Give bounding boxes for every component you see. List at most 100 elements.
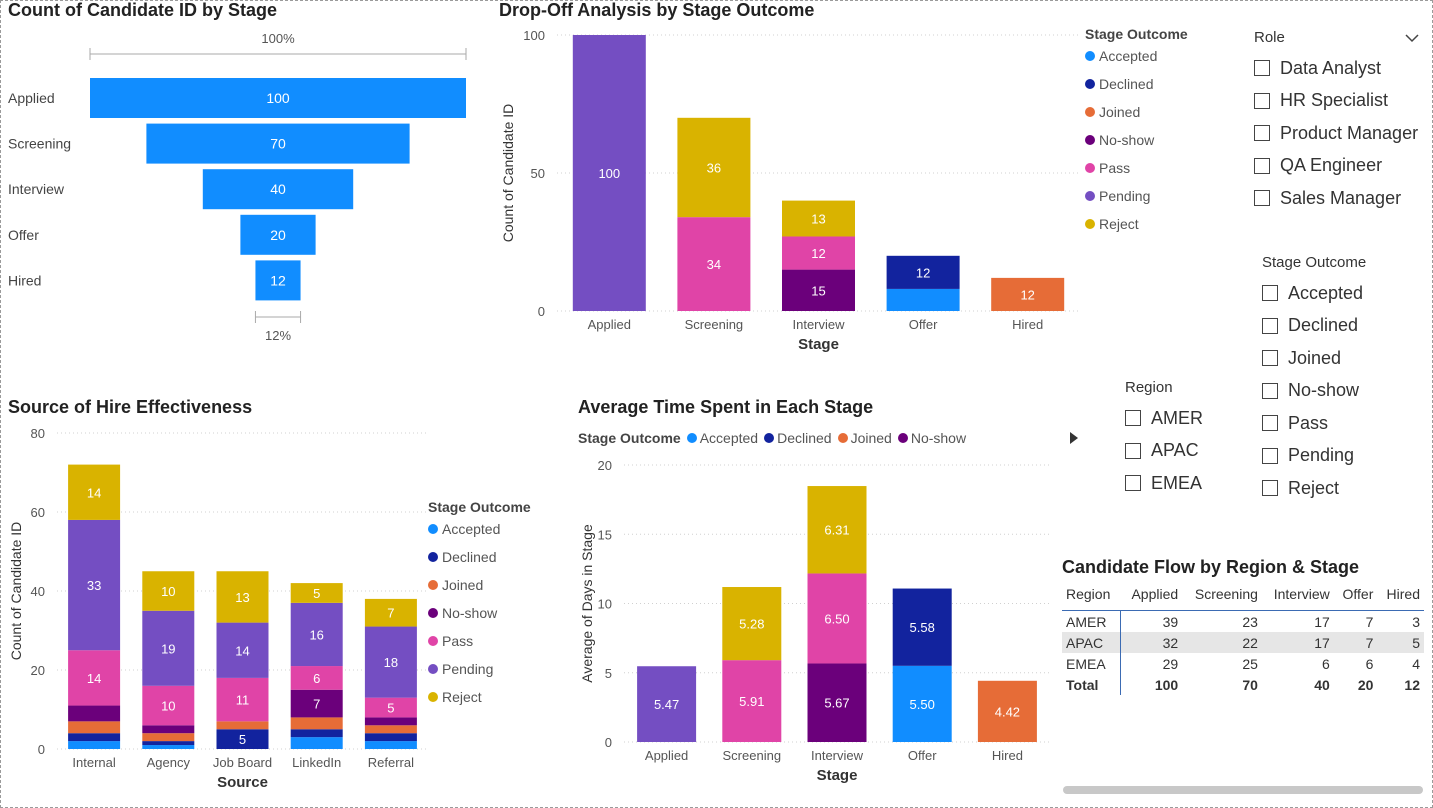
bar-segment[interactable] bbox=[807, 663, 867, 742]
slicer-option[interactable]: HR Specialist bbox=[1254, 85, 1424, 118]
legend-item[interactable]: Accepted bbox=[428, 515, 531, 543]
funnel-chart[interactable]: 100% 100 Applied 70 Screening 40 Interview 20 Of… bbox=[0, 28, 480, 358]
column-header[interactable]: Region bbox=[1062, 582, 1121, 611]
table-row[interactable]: EMEA 29 25 6 6 4 bbox=[1062, 653, 1424, 674]
checkbox[interactable] bbox=[1254, 125, 1270, 142]
legend-item[interactable]: Accepted bbox=[1085, 42, 1188, 70]
column-header[interactable]: Screening bbox=[1182, 582, 1262, 611]
bar-segment[interactable] bbox=[807, 573, 867, 664]
slicer-option[interactable]: Pass bbox=[1262, 407, 1366, 440]
legend-item[interactable]: No-show bbox=[1085, 126, 1188, 154]
table-row[interactable]: APAC 32 22 17 7 5 bbox=[1062, 632, 1424, 653]
slicer-option[interactable]: Reject bbox=[1262, 472, 1366, 505]
legend-item[interactable]: Joined bbox=[837, 430, 892, 446]
bar-segment[interactable] bbox=[216, 721, 269, 730]
legend-item[interactable]: Joined bbox=[428, 571, 531, 599]
bar-segment[interactable] bbox=[142, 741, 195, 746]
table-row[interactable]: AMER 39 23 17 7 3 bbox=[1062, 610, 1424, 632]
slicer-option[interactable]: Data Analyst bbox=[1254, 52, 1424, 85]
bar-segment[interactable] bbox=[68, 519, 121, 651]
horizontal-scrollbar[interactable] bbox=[1063, 786, 1423, 794]
slicer-option[interactable]: APAC bbox=[1125, 435, 1203, 468]
bar-segment[interactable] bbox=[68, 733, 121, 742]
funnel-bar[interactable] bbox=[146, 123, 410, 164]
column-header[interactable]: Hired bbox=[1377, 582, 1424, 611]
bar-segment[interactable] bbox=[782, 269, 855, 311]
legend-item[interactable]: Joined bbox=[1085, 98, 1188, 126]
bar-segment[interactable] bbox=[142, 725, 195, 734]
bar-segment[interactable] bbox=[290, 737, 343, 749]
bar-segment[interactable] bbox=[364, 717, 417, 726]
legend-item[interactable]: Declined bbox=[764, 430, 832, 446]
checkbox[interactable] bbox=[1254, 92, 1270, 109]
bar-segment[interactable] bbox=[290, 602, 343, 667]
checkbox[interactable] bbox=[1125, 475, 1141, 492]
bar-segment[interactable] bbox=[677, 217, 751, 311]
slicer-option[interactable]: Product Manager bbox=[1254, 117, 1424, 150]
bar-segment[interactable] bbox=[886, 288, 960, 311]
legend-item[interactable]: Reject bbox=[1085, 210, 1188, 238]
bar-segment[interactable] bbox=[290, 583, 343, 603]
checkbox[interactable] bbox=[1125, 410, 1141, 427]
chevron-down-icon[interactable] bbox=[1404, 32, 1420, 44]
column-header[interactable]: Interview bbox=[1261, 582, 1334, 611]
bar-segment[interactable] bbox=[886, 255, 960, 289]
funnel-bar[interactable] bbox=[90, 78, 466, 118]
bar-segment[interactable] bbox=[216, 571, 269, 623]
bar-segment[interactable] bbox=[807, 486, 867, 574]
slicer-option[interactable]: QA Engineer bbox=[1254, 150, 1424, 183]
funnel-bar[interactable] bbox=[240, 214, 316, 255]
checkbox[interactable] bbox=[1262, 382, 1278, 399]
checkbox[interactable] bbox=[1262, 480, 1278, 497]
bar-segment[interactable] bbox=[68, 721, 121, 734]
bar-segment[interactable] bbox=[892, 588, 952, 666]
legend-item[interactable]: Declined bbox=[428, 543, 531, 571]
total-row[interactable]: Total 100 70 40 20 12 bbox=[1062, 674, 1424, 695]
legend-item[interactable]: Accepted bbox=[686, 430, 758, 446]
source-chart[interactable]: 0 20 40 60 80 14 33 14 Internal 10 19 10 Agency 5 11 14… bbox=[0, 420, 430, 795]
bar-segment[interactable] bbox=[722, 660, 782, 742]
bar-segment[interactable] bbox=[572, 35, 646, 311]
legend-item[interactable]: No-show bbox=[428, 599, 531, 627]
bar-segment[interactable] bbox=[216, 729, 269, 749]
bar-segment[interactable] bbox=[364, 733, 417, 742]
bar-segment[interactable] bbox=[142, 610, 195, 686]
bar-segment[interactable] bbox=[892, 665, 952, 742]
legend-item[interactable]: Pending bbox=[428, 655, 531, 683]
legend-item[interactable]: Declined bbox=[1085, 70, 1188, 98]
bar-segment[interactable] bbox=[142, 571, 195, 611]
bar-segment[interactable] bbox=[68, 650, 121, 706]
bar-segment[interactable] bbox=[290, 729, 343, 738]
bar-segment[interactable] bbox=[290, 717, 343, 730]
bar-segment[interactable] bbox=[68, 464, 121, 520]
bar-segment[interactable] bbox=[991, 277, 1065, 311]
checkbox[interactable] bbox=[1262, 317, 1278, 334]
legend-item[interactable]: Reject bbox=[428, 683, 531, 711]
checkbox[interactable] bbox=[1262, 285, 1278, 302]
bar-segment[interactable] bbox=[68, 705, 121, 722]
checkbox[interactable] bbox=[1262, 447, 1278, 464]
funnel-bar[interactable] bbox=[255, 260, 301, 301]
bar-segment[interactable] bbox=[677, 117, 751, 218]
avgtime-chart[interactable]: 0 5 10 15 20 5.47 Applied 5.91 5.28 Screening 5.67… bbox=[570, 452, 1060, 792]
legend-item[interactable]: Pass bbox=[428, 627, 531, 655]
checkbox[interactable] bbox=[1254, 60, 1270, 77]
bar-segment[interactable] bbox=[216, 622, 269, 678]
slicer-option[interactable]: AMER bbox=[1125, 402, 1203, 435]
legend-item[interactable]: Pending bbox=[1085, 182, 1188, 210]
legend-next-arrow-icon[interactable] bbox=[1068, 431, 1080, 445]
bar-segment[interactable] bbox=[364, 725, 417, 734]
slicer-option[interactable]: EMEA bbox=[1125, 467, 1203, 500]
slicer-option[interactable]: Pending bbox=[1262, 440, 1366, 473]
bar-segment[interactable] bbox=[216, 677, 269, 722]
checkbox[interactable] bbox=[1254, 190, 1270, 207]
bar-segment[interactable] bbox=[364, 626, 417, 698]
slicer-option[interactable]: Accepted bbox=[1262, 277, 1366, 310]
funnel-bar[interactable] bbox=[202, 169, 354, 210]
bar-segment[interactable] bbox=[364, 598, 417, 627]
bar-segment[interactable] bbox=[142, 685, 195, 726]
bar-segment[interactable] bbox=[364, 697, 417, 718]
column-header[interactable]: Applied bbox=[1120, 582, 1183, 611]
slicer-option[interactable]: Sales Manager bbox=[1254, 182, 1424, 215]
bar-segment[interactable] bbox=[782, 200, 855, 237]
